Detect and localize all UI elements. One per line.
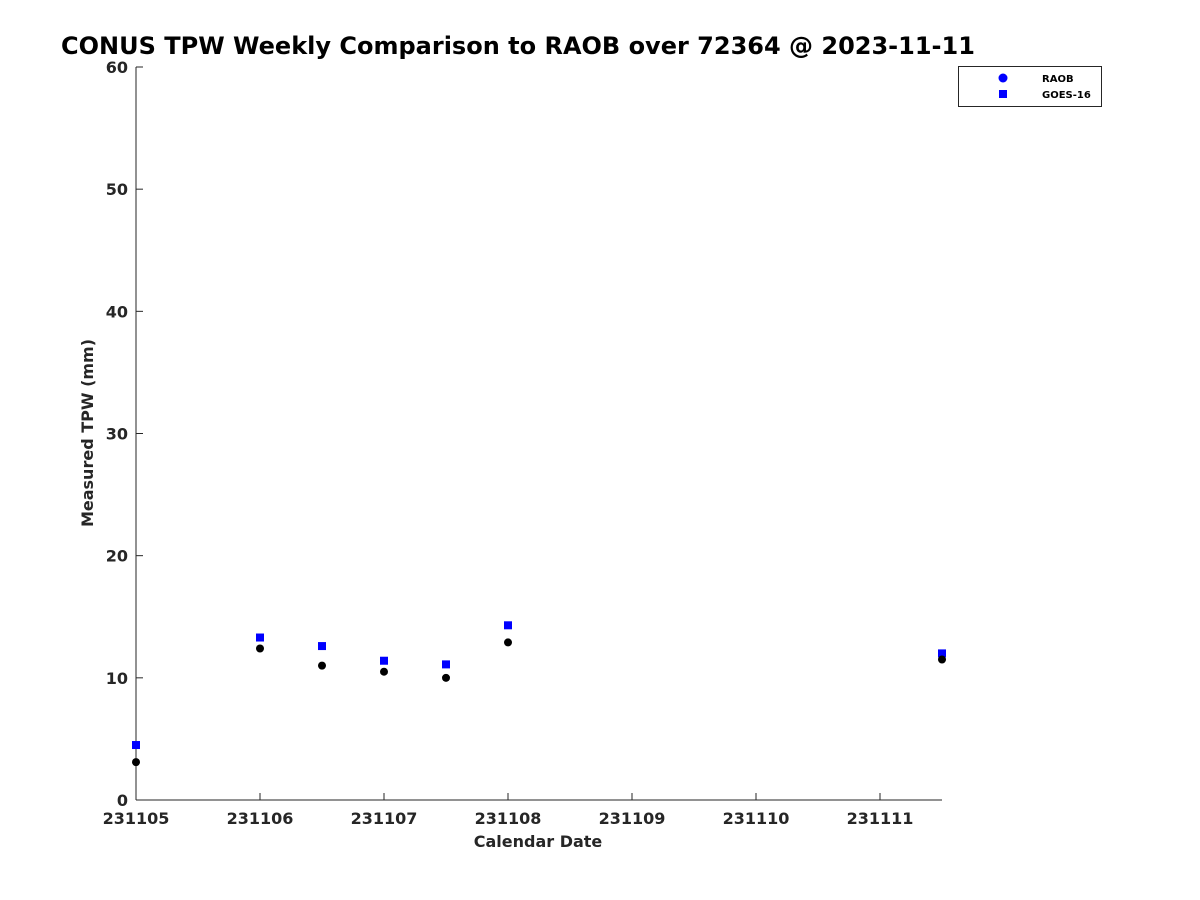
goes16-point [938, 649, 946, 658]
x-axis-label: Calendar Date [474, 832, 603, 851]
goes16-point [504, 621, 512, 630]
legend-raob-marker [998, 73, 1008, 83]
x-tick-label: 231106 [227, 809, 294, 828]
raob-point [380, 667, 388, 676]
x-tick-label: 231107 [351, 809, 418, 828]
y-axis-ticks: 0 10 20 30 40 50 60 [106, 58, 143, 810]
y-tick-label: 50 [106, 180, 128, 199]
y-tick-label: 40 [106, 302, 128, 321]
x-tick-label: 231108 [475, 809, 542, 828]
chart-title: CONUS TPW Weekly Comparison to RAOB over… [61, 32, 975, 60]
raob-point [442, 673, 450, 682]
y-tick-label: 0 [117, 791, 128, 810]
x-axis-ticks: 231105 231106 231107 231108 231109 231110 2311… [103, 793, 914, 828]
goes16-point [256, 633, 264, 642]
raob-point [132, 758, 140, 767]
goes16-point [380, 656, 388, 665]
legend-box [958, 66, 1102, 107]
x-tick-label: 231110 [723, 809, 790, 828]
y-axis-label: Measured TPW (mm) [78, 339, 97, 527]
legend-label: GOES-16 [1042, 90, 1091, 101]
x-tick-label: 231109 [599, 809, 666, 828]
raob-point [504, 638, 512, 647]
data-points [132, 621, 946, 767]
goes16-point [318, 642, 326, 651]
raob-point [318, 661, 326, 670]
legend: RAOB GOES-16 [958, 66, 1102, 107]
y-tick-label: 30 [106, 425, 128, 444]
y-tick-label: 60 [106, 58, 128, 77]
legend-label: RAOB [1042, 74, 1074, 85]
legend-goes16-marker [999, 90, 1007, 98]
x-tick-label: 231111 [847, 809, 914, 828]
y-tick-label: 10 [106, 669, 128, 688]
goes16-point [132, 741, 140, 750]
raob-point [938, 655, 946, 664]
y-tick-label: 20 [106, 547, 128, 566]
raob-point [256, 644, 264, 653]
goes16-point [442, 660, 450, 669]
x-tick-label: 231105 [103, 809, 170, 828]
